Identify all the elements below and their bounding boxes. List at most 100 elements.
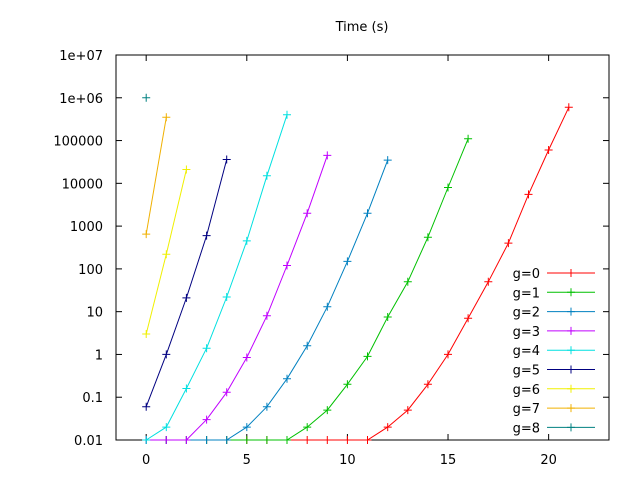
y-tick-label: 1000 <box>70 220 103 235</box>
data-point <box>303 341 312 350</box>
data-point <box>303 436 312 444</box>
data-point <box>504 239 513 248</box>
y-tick-label: 1e+06 <box>59 92 103 107</box>
x-tick-label: 15 <box>440 453 457 468</box>
legend-swatch-marker <box>567 404 575 413</box>
data-point <box>262 436 271 444</box>
legend-swatch-marker <box>567 346 575 355</box>
y-tick-label: 0.1 <box>82 391 103 406</box>
legend-swatch-marker <box>567 269 575 277</box>
series-line <box>145 114 288 441</box>
data-point <box>222 388 231 397</box>
data-point <box>403 277 412 286</box>
data-point <box>182 165 191 174</box>
x-tick-label: 10 <box>339 453 356 468</box>
data-point <box>303 423 312 432</box>
data-point <box>142 93 151 102</box>
data-point <box>323 436 332 444</box>
y-tick-label: 100 <box>78 263 103 278</box>
y-tick-label: 10000 <box>62 177 103 192</box>
data-point <box>222 293 231 301</box>
data-point <box>222 436 231 444</box>
data-point <box>162 250 171 259</box>
data-point <box>262 171 271 180</box>
x-tick-label: 0 <box>142 453 150 468</box>
data-point <box>283 436 291 444</box>
series-g-4 <box>142 110 291 444</box>
series-line <box>146 159 389 441</box>
data-point <box>383 156 392 165</box>
x-tick-label: 20 <box>540 453 557 468</box>
legend-item: g=5 <box>513 364 595 379</box>
legend-item: g=3 <box>513 325 595 340</box>
data-point <box>343 436 352 444</box>
legend-swatch-marker <box>567 288 575 297</box>
series-layer <box>142 93 573 444</box>
legend-item: g=8 <box>513 421 595 436</box>
legend-label: g=5 <box>513 364 540 379</box>
series-g-1 <box>142 134 473 444</box>
data-point <box>182 384 191 393</box>
y-tick-label: 1 <box>95 348 103 363</box>
legend-label: g=6 <box>513 383 540 398</box>
series-g-6 <box>142 165 191 338</box>
data-point <box>423 233 432 242</box>
series-line <box>145 159 228 407</box>
series-line <box>145 117 167 235</box>
legend-label: g=1 <box>513 286 540 301</box>
data-point <box>142 230 151 239</box>
legend-item: g=2 <box>513 306 595 321</box>
data-point <box>182 436 191 444</box>
data-point <box>242 236 251 245</box>
data-point <box>444 183 452 192</box>
data-point <box>262 402 271 411</box>
legend-swatch-marker <box>567 307 575 316</box>
legend-label: g=4 <box>513 344 540 359</box>
data-point <box>242 353 251 362</box>
legend-label: g=0 <box>513 267 540 282</box>
legend-label: g=2 <box>513 306 540 321</box>
data-point <box>323 302 332 311</box>
data-point <box>142 330 151 338</box>
legend-swatch-marker <box>567 326 575 335</box>
data-point <box>343 257 352 266</box>
data-point <box>363 209 372 218</box>
legend-item: g=7 <box>513 402 595 417</box>
data-point <box>283 110 291 119</box>
data-point <box>162 436 171 444</box>
data-point <box>383 423 392 432</box>
data-point <box>242 423 251 432</box>
data-point <box>202 415 211 424</box>
series-g-3 <box>142 151 332 444</box>
legend-swatch-marker <box>567 365 575 374</box>
data-point <box>242 436 251 444</box>
series-g-0 <box>142 103 573 444</box>
y-tick-label: 0.01 <box>74 434 103 449</box>
data-point <box>383 313 392 321</box>
legend-label: g=7 <box>513 402 540 417</box>
data-point <box>464 314 473 323</box>
data-point <box>283 261 291 270</box>
data-point <box>323 151 332 160</box>
legend: g=0 g=1 g=2 g=3 g=4 g=5 g=6 g=7 g=8 <box>513 267 595 436</box>
series-line <box>146 107 570 441</box>
data-point <box>363 352 372 361</box>
data-point <box>162 423 171 432</box>
data-point <box>142 402 151 411</box>
data-point <box>544 146 553 154</box>
series-g-8 <box>142 93 151 102</box>
data-point <box>423 380 432 389</box>
data-point <box>262 311 271 320</box>
legend-label: g=8 <box>513 421 540 436</box>
axes-layer: 0 5 10 15 20 0.01 0.1 1 10 100 1000 10000 100000 1e+0… <box>53 49 609 468</box>
data-point <box>142 436 151 444</box>
data-point <box>484 277 493 286</box>
data-point <box>182 293 191 302</box>
y-tick-label: 10 <box>86 306 103 321</box>
y-tick-label: 1e+07 <box>59 49 103 64</box>
legend-label: g=3 <box>513 325 540 340</box>
data-point <box>363 436 372 444</box>
data-point <box>222 155 231 164</box>
legend-item: g=6 <box>513 383 595 398</box>
